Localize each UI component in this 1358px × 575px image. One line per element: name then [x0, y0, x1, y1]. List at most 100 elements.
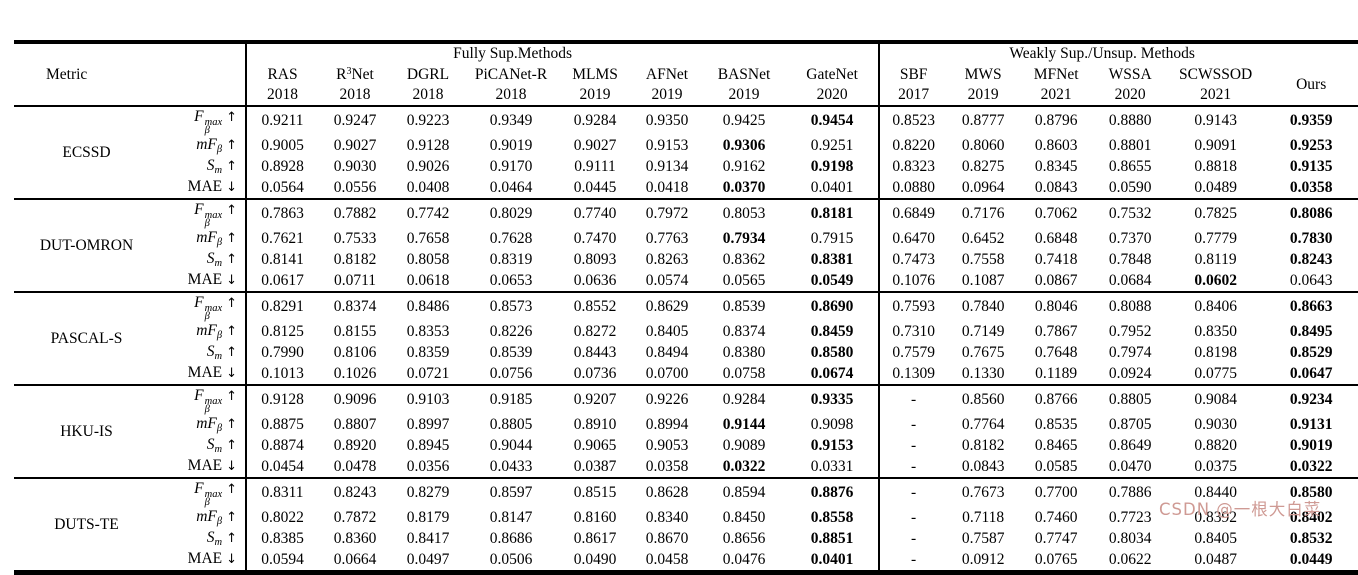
value-cell: 0.7825 — [1194, 205, 1237, 222]
value-cell: 0.8182 — [961, 436, 1005, 454]
value-cell: 0.8532 — [1289, 529, 1333, 547]
value-cell: 0.7867 — [1034, 322, 1078, 340]
dataset-label: PASCAL-S — [50, 329, 123, 347]
value-cell: 0.8580 — [810, 343, 854, 361]
year-header: 2018 — [412, 86, 444, 103]
value-cell: 0.9026 — [406, 157, 450, 175]
value-cell: 0.0322 — [722, 457, 766, 475]
value-cell: 0.0775 — [1194, 364, 1237, 382]
value-cell: 0.8125 — [245, 321, 319, 342]
value-cell: 0.8539 — [489, 343, 533, 361]
metric-supsub: max β — [204, 117, 223, 136]
value-cell: - — [878, 507, 948, 528]
value-cell: 0.8928 — [245, 156, 319, 177]
value-cell: 0.8405 — [1194, 529, 1237, 547]
table-row: Sm ↑ 0.8141 0.8182 0.8058 0.8319 0.8093 0.8263 0… — [14, 249, 1358, 270]
metric-supsub: max β — [204, 210, 223, 229]
value-cell: 0.8392 — [1194, 508, 1237, 526]
table-row: Sm ↑ 0.8385 0.8360 0.8417 0.8686 0.8617 0.8670 0… — [14, 528, 1358, 549]
value-cell: 0.7579 — [878, 342, 948, 363]
value-cell: 0.8920 — [333, 436, 377, 454]
value-cell: 0.8655 — [1108, 157, 1152, 175]
metric-label: mFβ ↑ — [196, 322, 238, 341]
year-header: 2019 — [728, 86, 760, 103]
value-cell: 0.9030 — [333, 157, 377, 175]
value-cell: 0.8910 — [573, 415, 617, 433]
value-cell: 0.8663 — [1289, 298, 1333, 315]
value-cell: 0.7882 — [333, 205, 377, 222]
value-cell: 0.7370 — [1108, 229, 1152, 247]
up-arrow-icon: ↑ — [226, 510, 238, 525]
method-header: SCWSSOD — [1179, 66, 1253, 83]
up-arrow-icon: ↑ — [226, 531, 238, 546]
up-arrow-icon: ↑ — [226, 417, 238, 432]
value-cell: 0.0470 — [1108, 457, 1152, 475]
value-cell: 0.1013 — [245, 363, 319, 385]
value-cell: 0.8515 — [573, 484, 617, 501]
value-cell: 0.9144 — [722, 415, 766, 433]
value-cell: 0.7473 — [878, 249, 948, 270]
value-cell: 0.8486 — [406, 298, 450, 315]
value-cell: 0.0476 — [722, 550, 766, 568]
value-cell: 0.7149 — [961, 322, 1005, 340]
value-cell: 0.8801 — [1108, 136, 1152, 154]
value-cell: 0.0653 — [489, 271, 533, 289]
dataset-label: DUT-OMRON — [39, 236, 134, 254]
value-cell: - — [878, 549, 948, 573]
value-cell: 0.9359 — [1289, 112, 1333, 129]
value-cell: 0.9027 — [333, 136, 377, 154]
value-cell: 0.0401 — [810, 178, 854, 196]
dataset-label: ECSSD — [62, 143, 111, 161]
value-cell: 0.8323 — [878, 156, 948, 177]
table-row: mFβ ↑ 0.8125 0.8155 0.8353 0.8226 0.8272 0.8405… — [14, 321, 1358, 342]
weakly-sup-group-header: Weakly Sup./Unsup. Methods — [878, 42, 1265, 64]
value-cell: 0.0585 — [1034, 457, 1078, 475]
value-cell: 0.8459 — [810, 322, 854, 340]
value-cell: 0.0331 — [810, 457, 854, 475]
value-cell: 0.0418 — [645, 178, 689, 196]
value-cell: 0.9251 — [810, 136, 854, 154]
value-cell: 0.8450 — [722, 508, 766, 526]
up-arrow-icon: ↑ — [226, 231, 238, 246]
value-cell: 0.8220 — [878, 135, 948, 156]
method-header: SBF — [878, 64, 948, 85]
value-cell: 0.8560 — [961, 391, 1005, 408]
value-cell: 0.8181 — [810, 205, 854, 222]
value-cell: 0.8649 — [1108, 436, 1152, 454]
value-cell: 0.7621 — [245, 228, 319, 249]
value-cell: 0.8291 — [245, 292, 319, 321]
value-cell: 0.8465 — [1034, 436, 1078, 454]
value-cell: 0.8034 — [1108, 529, 1152, 547]
value-cell: 0.8179 — [406, 508, 450, 526]
value-cell: 0.9134 — [645, 157, 689, 175]
value-cell: 0.0401 — [810, 550, 854, 568]
value-cell: 0.8594 — [722, 484, 766, 501]
value-cell: 0.8880 — [1108, 112, 1152, 129]
metric-supsub: max β — [204, 489, 223, 508]
value-cell: 0.0387 — [573, 457, 617, 475]
value-cell: 0.9019 — [1289, 436, 1333, 454]
value-cell: 0.7418 — [1034, 250, 1078, 268]
value-cell: 0.7593 — [878, 292, 948, 321]
value-cell: 0.8875 — [245, 414, 319, 435]
year-header: 2019 — [967, 86, 999, 103]
metric-label: Sm ↑ — [206, 529, 238, 548]
value-cell: 0.8093 — [573, 250, 617, 268]
year-header: 2019 — [579, 86, 611, 103]
value-cell: 0.8360 — [333, 529, 377, 547]
value-cell: 0.8385 — [245, 528, 319, 549]
table-row: MAE ↓ 0.0454 0.0478 0.0356 0.0433 0.0387 0.0358… — [14, 456, 1358, 478]
value-cell: 0.8226 — [489, 322, 533, 340]
value-cell: 0.8558 — [810, 508, 854, 526]
ours-header: Ours — [1296, 76, 1327, 93]
value-cell: 0.8597 — [489, 484, 533, 501]
value-cell: 0.6849 — [878, 199, 948, 228]
value-cell: 0.8766 — [1034, 391, 1078, 408]
value-cell: 0.9091 — [1194, 136, 1237, 154]
table-header: Metric Fully Sup.Methods Weakly Sup./Uns… — [14, 42, 1358, 106]
value-cell: 0.7675 — [961, 343, 1005, 361]
value-cell: 0.9065 — [573, 436, 617, 454]
value-cell: 0.8440 — [1194, 484, 1237, 501]
value-cell: 0.8272 — [573, 322, 617, 340]
